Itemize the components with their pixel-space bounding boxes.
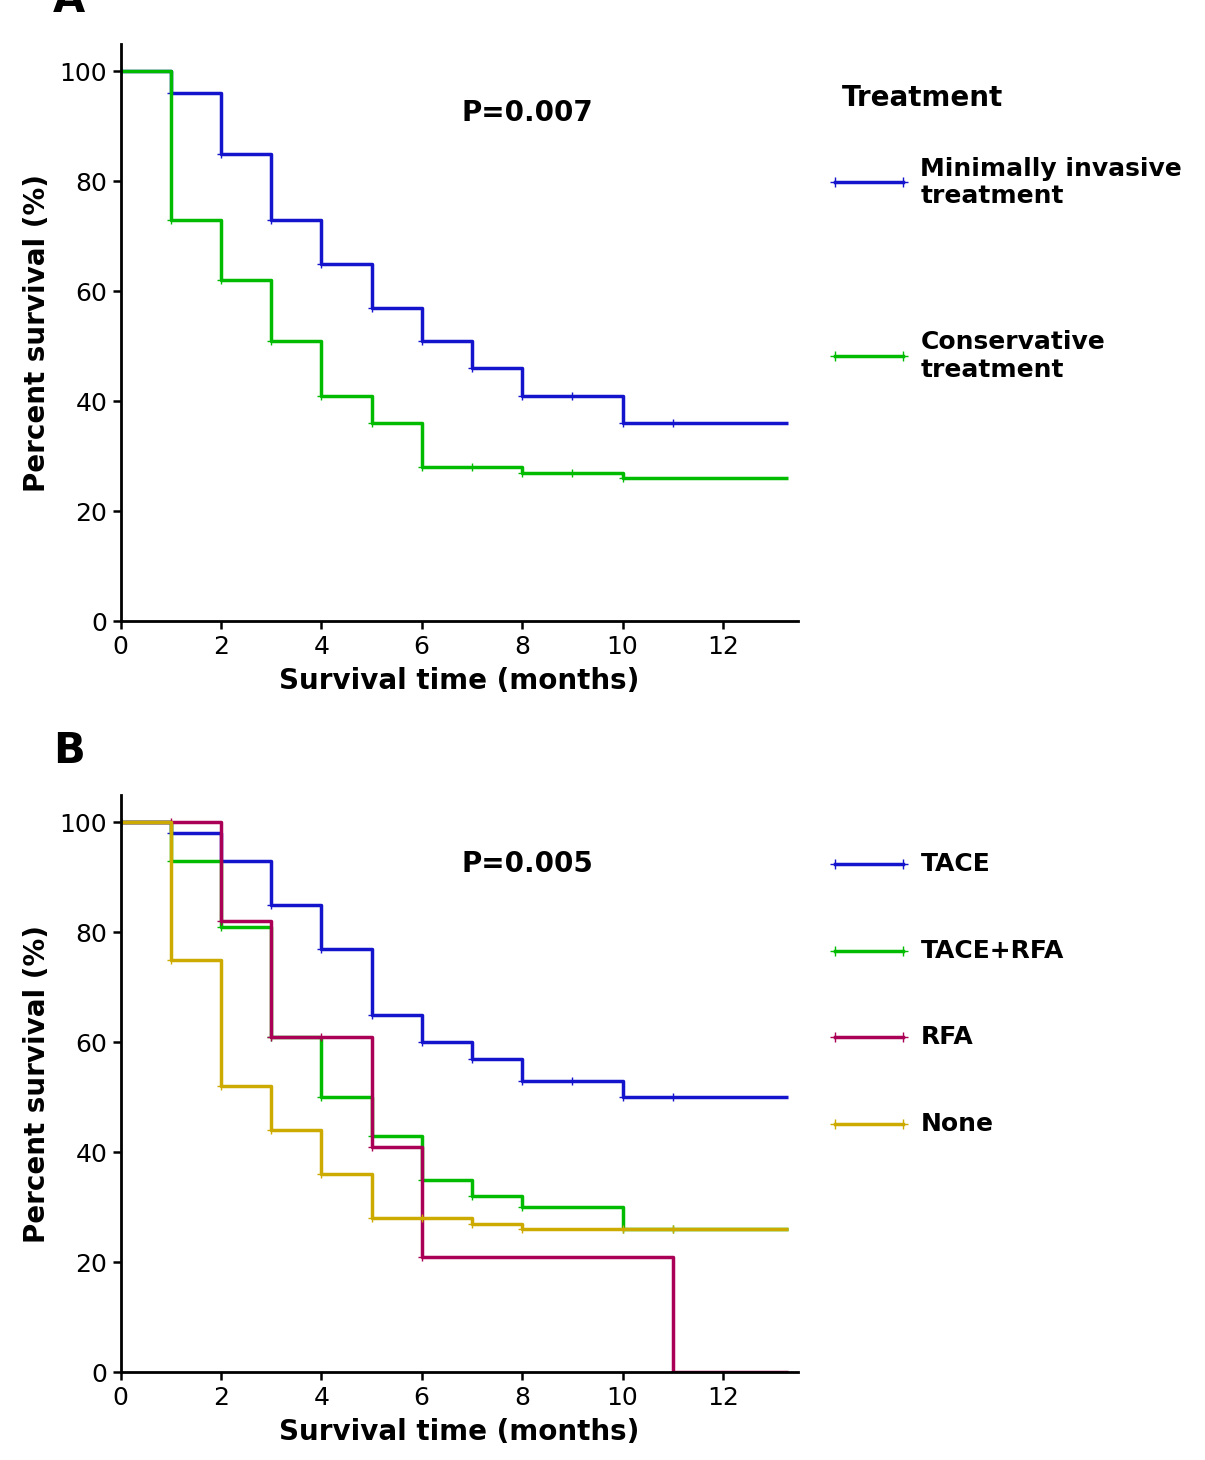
Text: TACE: TACE <box>921 853 991 876</box>
Text: A: A <box>53 0 86 20</box>
Text: TACE+RFA: TACE+RFA <box>921 939 1064 962</box>
X-axis label: Survival time (months): Survival time (months) <box>280 1418 640 1445</box>
Text: None: None <box>921 1113 993 1136</box>
Y-axis label: Percent survival (%): Percent survival (%) <box>23 174 52 492</box>
Text: P=0.007: P=0.007 <box>462 99 593 127</box>
Y-axis label: Percent survival (%): Percent survival (%) <box>23 924 52 1242</box>
Text: RFA: RFA <box>921 1025 974 1050</box>
Text: Conservative
treatment: Conservative treatment <box>921 330 1105 381</box>
Text: B: B <box>53 730 84 772</box>
Text: Treatment: Treatment <box>842 85 1004 112</box>
X-axis label: Survival time (months): Survival time (months) <box>280 667 640 695</box>
Text: P=0.005: P=0.005 <box>462 850 593 877</box>
Text: Minimally invasive
treatment: Minimally invasive treatment <box>921 156 1182 209</box>
